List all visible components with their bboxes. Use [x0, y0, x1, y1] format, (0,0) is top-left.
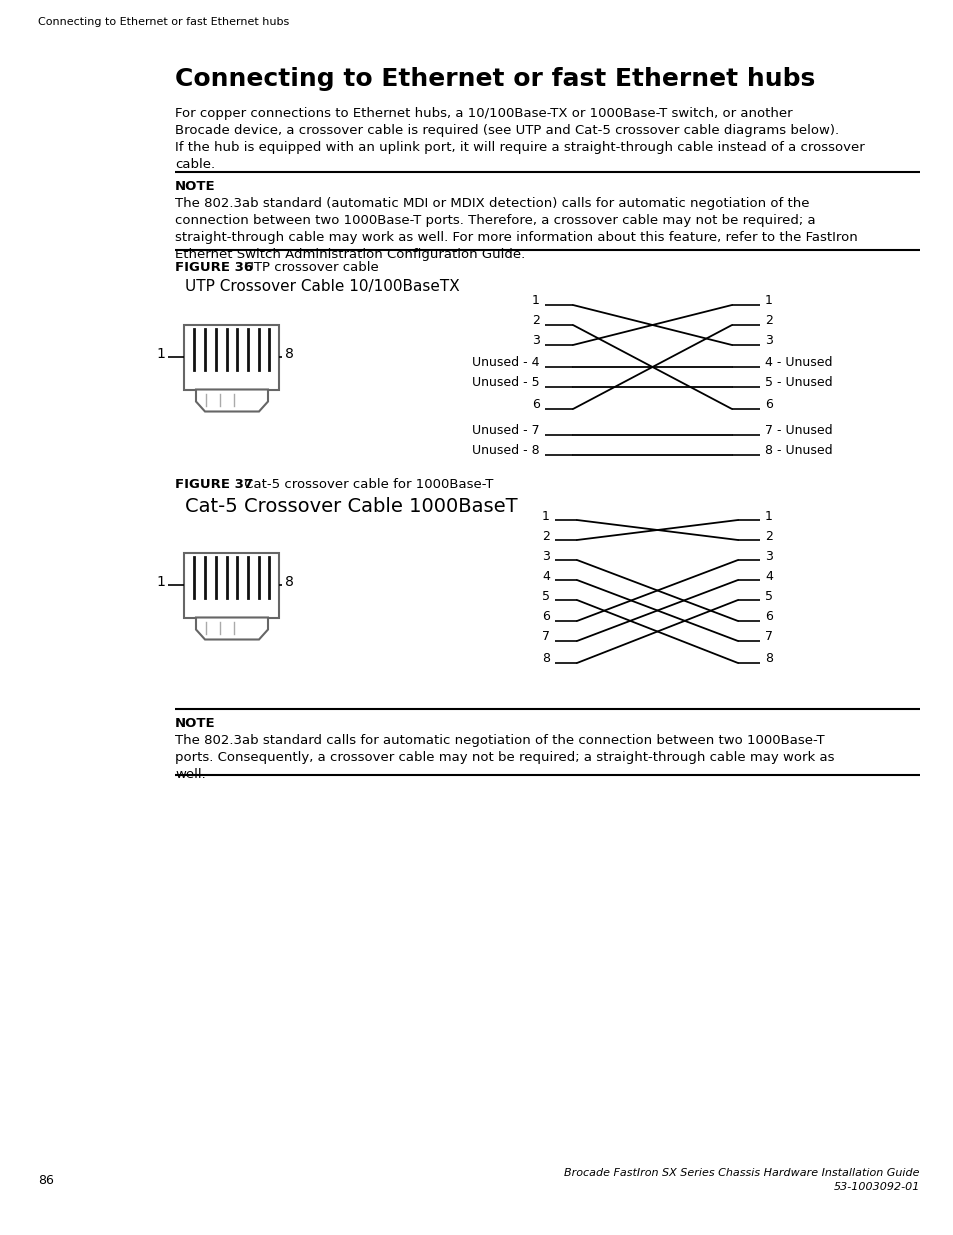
Text: 1: 1	[764, 294, 772, 308]
Text: 7 - Unused: 7 - Unused	[764, 425, 832, 437]
Polygon shape	[195, 618, 268, 640]
Text: 3: 3	[764, 335, 772, 347]
Text: FIGURE 36: FIGURE 36	[174, 261, 253, 274]
Text: Cat-5 Crossover Cable 1000BaseT: Cat-5 Crossover Cable 1000BaseT	[185, 496, 517, 516]
Text: Cat-5 crossover cable for 1000Base-T: Cat-5 crossover cable for 1000Base-T	[240, 478, 493, 492]
Bar	[184, 325, 279, 389]
Text: UTP Crossover Cable 10/100BaseTX: UTP Crossover Cable 10/100BaseTX	[185, 279, 459, 294]
Text: Unused - 5: Unused - 5	[472, 377, 539, 389]
Text: 2: 2	[532, 315, 539, 327]
Text: Connecting to Ethernet or fast Ethernet hubs: Connecting to Ethernet or fast Ethernet …	[174, 67, 815, 91]
Text: 3: 3	[532, 335, 539, 347]
Text: 2: 2	[764, 530, 772, 542]
Text: 8: 8	[285, 347, 294, 361]
Text: NOTE: NOTE	[174, 180, 215, 193]
Text: connection between two 1000Base-T ports. Therefore, a crossover cable may not be: connection between two 1000Base-T ports.…	[174, 214, 815, 227]
Text: 8: 8	[541, 652, 550, 666]
Text: 3: 3	[764, 550, 772, 562]
Text: 6: 6	[764, 399, 772, 411]
Text: ports. Consequently, a crossover cable may not be required; a straight-through c: ports. Consequently, a crossover cable m…	[174, 751, 834, 764]
Text: 5: 5	[541, 589, 550, 603]
Text: The 802.3ab standard calls for automatic negotiation of the connection between t: The 802.3ab standard calls for automatic…	[174, 734, 823, 747]
Text: Unused - 7: Unused - 7	[472, 425, 539, 437]
Text: 8: 8	[285, 576, 294, 589]
Text: Brocade FastIron SX Series Chassis Hardware Installation Guide: Brocade FastIron SX Series Chassis Hardw…	[564, 1168, 919, 1178]
Text: 1: 1	[764, 510, 772, 522]
Text: 1: 1	[156, 576, 165, 589]
Text: 7: 7	[541, 631, 550, 643]
Text: For copper connections to Ethernet hubs, a 10/100Base-TX or 1000Base-T switch, o: For copper connections to Ethernet hubs,…	[174, 107, 792, 120]
Text: 1: 1	[532, 294, 539, 308]
Text: 5: 5	[764, 589, 772, 603]
Text: 8: 8	[764, 652, 772, 666]
Text: UTP crossover cable: UTP crossover cable	[240, 261, 378, 274]
Text: If the hub is equipped with an uplink port, it will require a straight-through c: If the hub is equipped with an uplink po…	[174, 141, 863, 154]
Text: FIGURE 37: FIGURE 37	[174, 478, 253, 492]
Text: 7: 7	[764, 631, 772, 643]
Text: cable.: cable.	[174, 158, 214, 170]
Text: 6: 6	[764, 610, 772, 624]
Text: 4: 4	[541, 569, 550, 583]
Text: 3: 3	[541, 550, 550, 562]
Text: 5 - Unused: 5 - Unused	[764, 377, 832, 389]
Text: Brocade device, a crossover cable is required (see UTP and Cat-5 crossover cable: Brocade device, a crossover cable is req…	[174, 124, 839, 137]
Text: 6: 6	[532, 399, 539, 411]
Text: 8 - Unused: 8 - Unused	[764, 445, 832, 457]
Text: 2: 2	[764, 315, 772, 327]
Text: 4: 4	[764, 569, 772, 583]
Polygon shape	[195, 389, 268, 411]
Text: Unused - 8: Unused - 8	[472, 445, 539, 457]
Text: 86: 86	[38, 1173, 53, 1187]
Text: 4 - Unused: 4 - Unused	[764, 357, 832, 369]
Bar	[184, 552, 279, 618]
Text: well.: well.	[174, 768, 206, 781]
Text: 1: 1	[541, 510, 550, 522]
Text: 53-1003092-01: 53-1003092-01	[833, 1182, 919, 1192]
Text: Unused - 4: Unused - 4	[472, 357, 539, 369]
Text: 2: 2	[541, 530, 550, 542]
Text: The 802.3ab standard (automatic MDI or MDIX detection) calls for automatic negot: The 802.3ab standard (automatic MDI or M…	[174, 198, 809, 210]
Text: straight-through cable may work as well. For more information about this feature: straight-through cable may work as well.…	[174, 231, 857, 245]
Text: 6: 6	[541, 610, 550, 624]
Text: Ethernet Switch Administration Configuration Guide.: Ethernet Switch Administration Configura…	[174, 248, 525, 261]
Text: NOTE: NOTE	[174, 718, 215, 730]
Text: Connecting to Ethernet or fast Ethernet hubs: Connecting to Ethernet or fast Ethernet …	[38, 17, 289, 27]
Text: 1: 1	[156, 347, 165, 361]
